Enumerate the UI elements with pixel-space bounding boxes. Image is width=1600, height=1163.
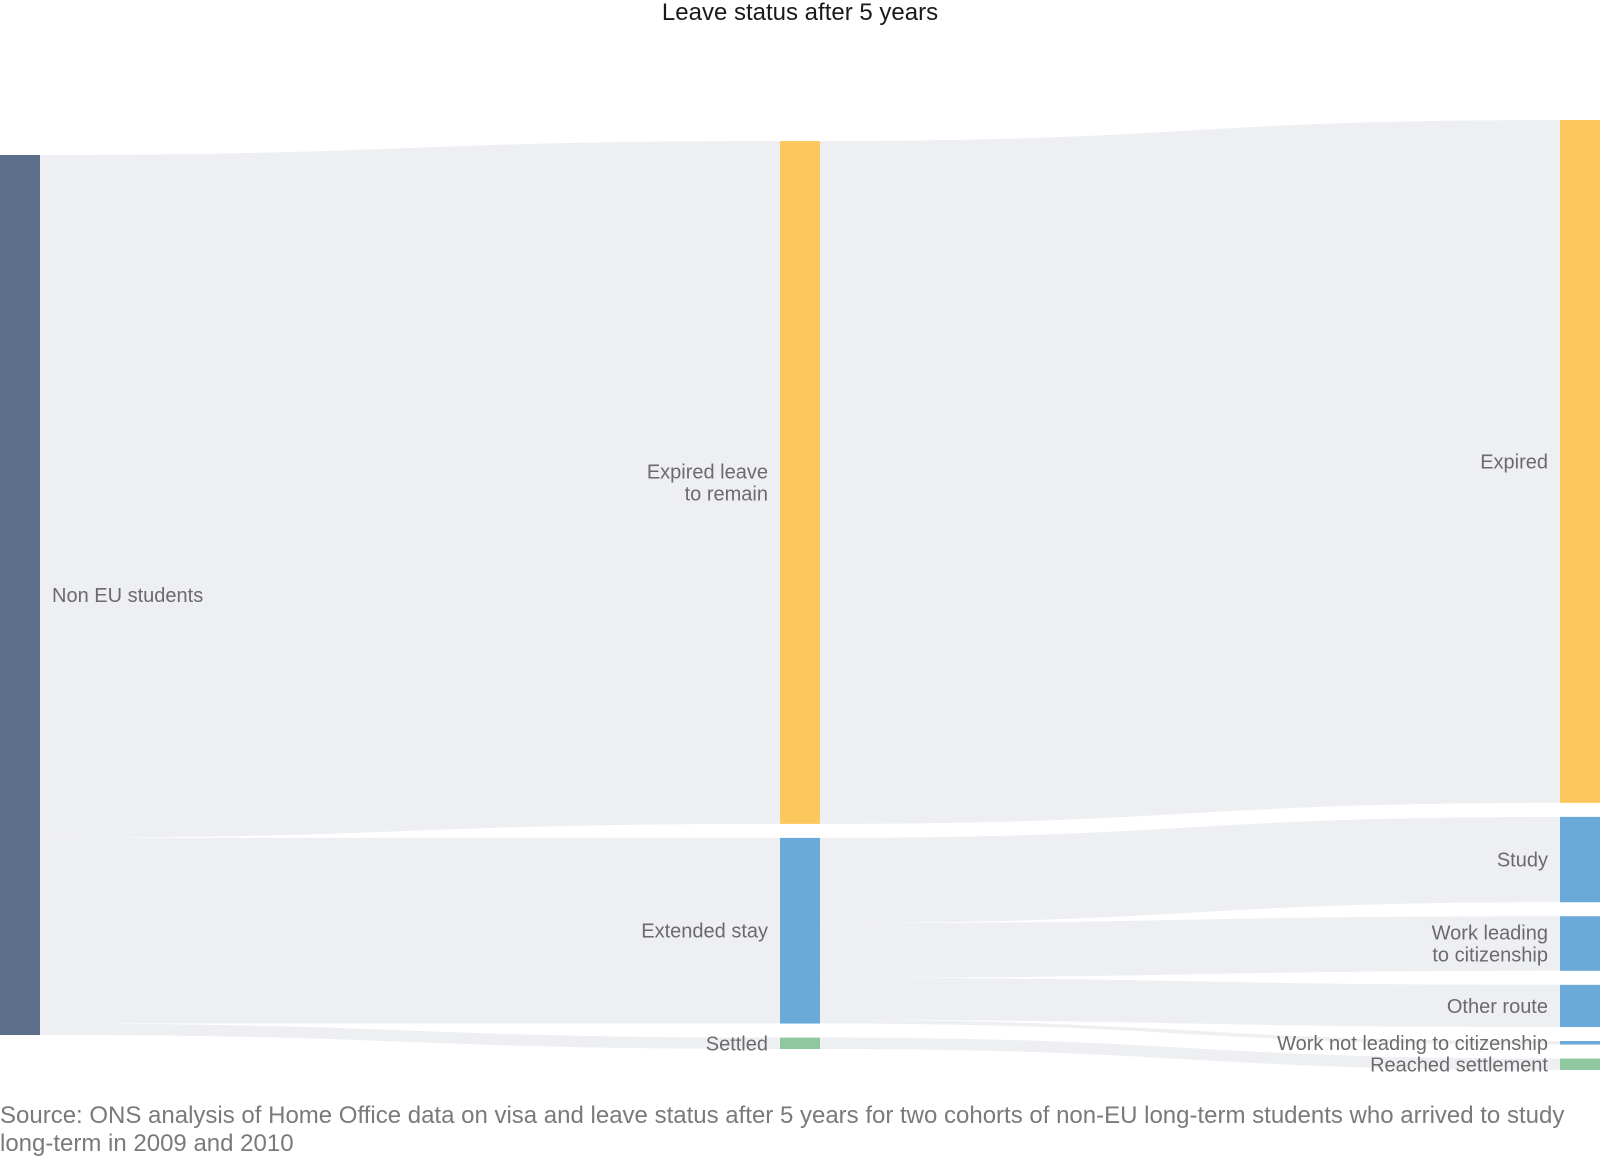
link-extended-stay-to-work-leading-to-citizenship xyxy=(820,916,1560,978)
chart-source-note: Source: ONS analysis of Home Office data… xyxy=(0,1102,1565,1157)
node-extended-stay xyxy=(780,837,820,1024)
node-expired xyxy=(1560,120,1600,803)
node-work-leading-to-citizenship xyxy=(1560,916,1600,971)
node-label-extended-stay: Extended stay xyxy=(641,921,768,943)
node-label-reached-settlement: Reached settlement xyxy=(1370,1054,1548,1076)
chart-title: Leave status after 5 years xyxy=(662,0,938,26)
node-label-settled: Settled xyxy=(706,1033,768,1055)
node-reached-settlement xyxy=(1560,1058,1600,1070)
link-extended-stay-to-study xyxy=(820,816,1560,924)
node-label-non-eu-students: Non EU students xyxy=(52,585,203,607)
node-label-work-leading-to-citizenship: Work leading to citizenship xyxy=(1432,923,1548,967)
node-label-expired-leave-to-remain: Expired leave to remain xyxy=(647,461,768,505)
node-other-route xyxy=(1560,984,1600,1028)
link-settled-to-reached-settlement xyxy=(820,1037,1560,1070)
node-label-expired: Expired xyxy=(1480,451,1548,473)
node-study xyxy=(1560,816,1600,903)
node-expired-leave-to-remain xyxy=(780,141,820,824)
link-non-eu-students-to-extended-stay xyxy=(40,837,780,1024)
link-extended-stay-to-other-route xyxy=(820,977,1560,1028)
node-non-eu-students xyxy=(0,155,40,1035)
node-label-other-route: Other route xyxy=(1447,996,1548,1018)
sankey-nodes xyxy=(0,120,1600,1070)
link-extended-stay-to-work-not-leading-to-citizenship xyxy=(820,1020,1560,1045)
link-non-eu-students-to-expired-leave-to-remain xyxy=(40,141,780,838)
node-settled xyxy=(780,1037,820,1049)
link-expired-leave-to-remain-to-expired xyxy=(820,120,1560,824)
node-label-study: Study xyxy=(1497,850,1548,872)
link-non-eu-students-to-settled xyxy=(40,1023,780,1049)
node-label-work-not-leading-to-citizenship: Work not leading to citizenship xyxy=(1277,1033,1548,1055)
sankey-links xyxy=(40,120,1560,1070)
sankey-labels: Non EU students Expired leave to remain Ext… xyxy=(52,451,1548,1076)
node-work-not-leading-to-citizenship xyxy=(1560,1041,1600,1045)
